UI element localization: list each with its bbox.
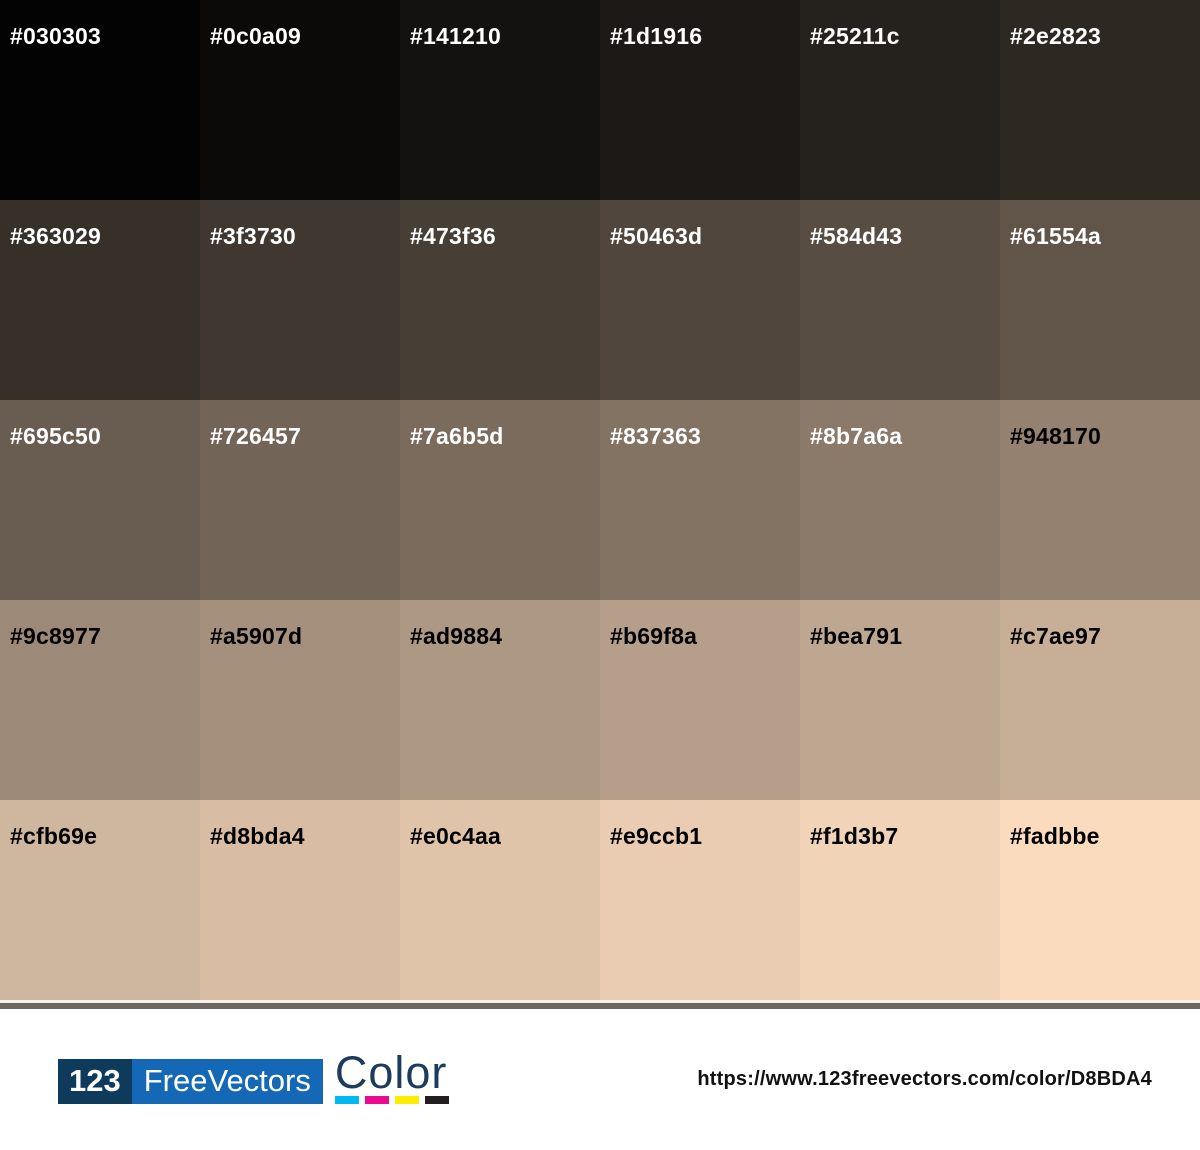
cmyk-bar-magenta [364,1095,389,1104]
swatch-hex-label: #a5907d [210,623,303,649]
logo-freevectors-block: FreeVectors [131,1058,323,1104]
color-swatch[interactable]: #363029 [0,200,200,400]
cmyk-bars [334,1095,449,1104]
color-swatch[interactable]: #2e2823 [1000,0,1200,200]
color-swatch[interactable]: #d8bda4 [200,800,400,1000]
swatch-hex-label: #e9ccb1 [610,823,703,849]
color-swatch[interactable]: #e9ccb1 [600,800,800,1000]
cmyk-bar-yellow [394,1095,419,1104]
swatch-hex-label: #695c50 [10,423,101,449]
swatch-hex-label: #2e2823 [1010,23,1101,49]
swatch-hex-label: #0c0a09 [210,23,301,49]
divider-light-strip [0,1000,1200,1003]
color-swatch[interactable]: #8b7a6a [800,400,1000,600]
swatch-hex-label: #25211c [810,23,900,49]
color-swatch[interactable]: #1d1916 [600,0,800,200]
swatch-hex-label: #363029 [10,223,101,249]
color-swatch[interactable]: #948170 [1000,400,1200,600]
color-swatch[interactable]: #837363 [600,400,800,600]
swatch-hex-label: #ad9884 [410,623,503,649]
swatch-hex-label: #b69f8a [610,623,698,649]
color-swatch[interactable]: #0c0a09 [200,0,400,200]
divider-bar [0,1003,1200,1009]
swatch-hex-label: #61554a [1010,223,1101,249]
swatch-hex-label: #e0c4aa [410,823,501,849]
palette-grid: #030303 #0c0a09 #141210 #1d1916 #25211c #2e28… [0,0,1200,1000]
color-swatch[interactable]: #ad9884 [400,600,600,800]
logo-color-wordmark: Color [334,1047,449,1104]
cmyk-bar-black [424,1095,449,1104]
swatch-hex-label: #473f36 [410,223,496,249]
swatch-hex-label: #fadbbe [1010,823,1100,849]
swatch-hex-label: #726457 [210,423,301,449]
swatch-hex-label: #cfb69e [10,823,98,849]
color-swatch[interactable]: #b69f8a [600,600,800,800]
color-swatch[interactable]: #25211c [800,0,1000,200]
swatch-hex-label: #c7ae97 [1010,623,1101,649]
color-swatch[interactable]: #a5907d [200,600,400,800]
page-url[interactable]: https://www.123freevectors.com/color/D8B… [697,1068,1152,1090]
color-swatch[interactable]: #fadbbe [1000,800,1200,1000]
color-swatch[interactable]: #f1d3b7 [800,800,1000,1000]
color-swatch[interactable]: #9c8977 [0,600,200,800]
swatch-hex-label: #030303 [10,23,101,49]
color-swatch[interactable]: #61554a [1000,200,1200,400]
swatch-hex-label: #9c8977 [10,623,101,649]
swatch-hex-label: #1d1916 [610,23,703,49]
color-swatch[interactable]: #030303 [0,0,200,200]
color-swatch[interactable]: #bea791 [800,600,1000,800]
footer: 123 FreeVectors Color https://www.123fre… [0,1009,1200,1150]
swatch-hex-label: #bea791 [810,623,903,649]
color-swatch[interactable]: #cfb69e [0,800,200,1000]
cmyk-bar-cyan [334,1095,359,1104]
color-swatch[interactable]: #695c50 [0,400,200,600]
logo-123-block: 123 [58,1058,132,1104]
color-swatch[interactable]: #141210 [400,0,600,200]
swatch-hex-label: #50463d [610,223,703,249]
color-swatch[interactable]: #50463d [600,200,800,400]
color-swatch[interactable]: #726457 [200,400,400,600]
swatch-hex-label: #584d43 [810,223,903,249]
color-swatch[interactable]: #584d43 [800,200,1000,400]
swatch-hex-label: #837363 [610,423,701,449]
color-swatch[interactable]: #473f36 [400,200,600,400]
swatch-hex-label: #948170 [1010,423,1101,449]
swatch-hex-label: #141210 [410,23,501,49]
color-swatch[interactable]: #3f3730 [200,200,400,400]
color-swatch[interactable]: #e0c4aa [400,800,600,1000]
logo-badge: 123 FreeVectors [58,1058,323,1104]
swatch-hex-label: #f1d3b7 [810,823,899,849]
swatch-hex-label: #8b7a6a [810,423,903,449]
swatch-hex-label: #d8bda4 [210,823,305,849]
color-swatch[interactable]: #7a6b5d [400,400,600,600]
swatch-hex-label: #3f3730 [210,223,296,249]
color-swatch[interactable]: #c7ae97 [1000,600,1200,800]
swatch-hex-label: #7a6b5d [410,423,504,449]
logo-color-text: Color [334,1047,448,1099]
brand-logo[interactable]: 123 FreeVectors Color [58,1047,449,1104]
